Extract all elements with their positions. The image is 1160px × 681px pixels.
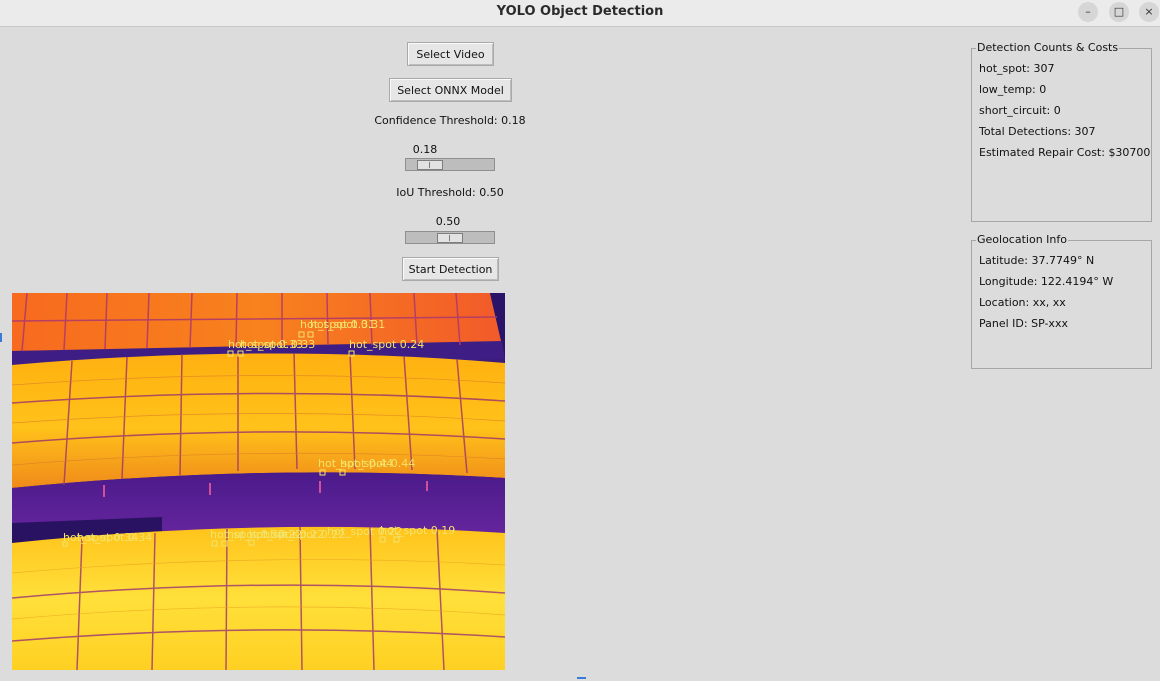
window-edge-marker <box>0 333 2 342</box>
geolocation-panel: Geolocation Info Latitude: 37.7749° N Lo… <box>971 233 1152 369</box>
detection-label: hot_spot 0.22 <box>227 528 302 541</box>
detection-label: hot_spot 0.34 <box>63 531 138 544</box>
window-title: YOLO Object Detection <box>496 4 664 19</box>
latitude: Latitude: 37.7749° N <box>979 254 1095 267</box>
confidence-slider[interactable] <box>405 158 495 171</box>
confidence-threshold-label: Confidence Threshold: 0.18 <box>374 114 526 127</box>
detection-label: hot_spot 0.33 <box>240 338 315 351</box>
iou-slider-thumb[interactable] <box>437 233 463 243</box>
window-edge-marker <box>577 677 586 679</box>
maximize-icon[interactable]: □ <box>1109 2 1129 22</box>
video-frame: hot_spot 0.31 hot_spot 0.31 hot_spot 0.3… <box>12 293 505 670</box>
detection-label: hot_spot 0.19 <box>380 524 455 537</box>
detection-label: hot_spot 0.22 <box>270 528 345 541</box>
longitude: Longitude: 122.4194° W <box>979 275 1114 288</box>
detection-counts-panel: Detection Counts & Costs hot_spot: 307 l… <box>971 41 1152 222</box>
select-onnx-model-button[interactable]: Select ONNX Model <box>389 78 512 102</box>
detection-counts-title: Detection Counts & Costs <box>976 41 1120 54</box>
start-detection-button[interactable]: Start Detection <box>402 257 499 281</box>
total-detections: Total Detections: 307 <box>979 125 1096 138</box>
estimated-repair-cost: Estimated Repair Cost: $30700 <box>979 146 1151 159</box>
detection-label: hot_spot 0.33 <box>228 338 303 351</box>
detection-label: hot_spot 0.22 <box>327 525 402 538</box>
iou-slider-value: 0.50 <box>435 215 461 228</box>
detection-label: hot_spot 0.24 <box>349 338 424 351</box>
detection-label: hot_spot 0.31 <box>300 318 375 331</box>
location: Location: xx, xx <box>979 296 1066 309</box>
detection-label: hot_spot 0.44 <box>340 457 415 470</box>
confidence-slider-thumb[interactable] <box>417 160 443 170</box>
panel-id: Panel ID: SP-xxx <box>979 317 1068 330</box>
detection-label: hot_spot 0.31 <box>310 318 385 331</box>
close-icon[interactable]: × <box>1139 2 1159 22</box>
detection-label: hot_spot 0.34 <box>77 531 152 544</box>
hot-spot-count: hot_spot: 307 <box>979 62 1055 75</box>
confidence-slider-value: 0.18 <box>412 143 438 156</box>
low-temp-count: low_temp: 0 <box>979 83 1047 96</box>
detection-label: hot_spot 0.22 <box>210 528 285 541</box>
detection-label: hot_spot 0.22 <box>249 528 324 541</box>
iou-slider[interactable] <box>405 231 495 244</box>
minimize-icon[interactable]: – <box>1078 2 1098 22</box>
detection-label: hot_spot 0.44 <box>318 457 393 470</box>
short-circuit-count: short_circuit: 0 <box>979 104 1061 117</box>
title-bar: YOLO Object Detection – □ × <box>0 0 1160 27</box>
geolocation-title: Geolocation Info <box>976 233 1068 246</box>
select-video-button[interactable]: Select Video <box>407 42 494 66</box>
iou-threshold-label: IoU Threshold: 0.50 <box>396 186 504 199</box>
